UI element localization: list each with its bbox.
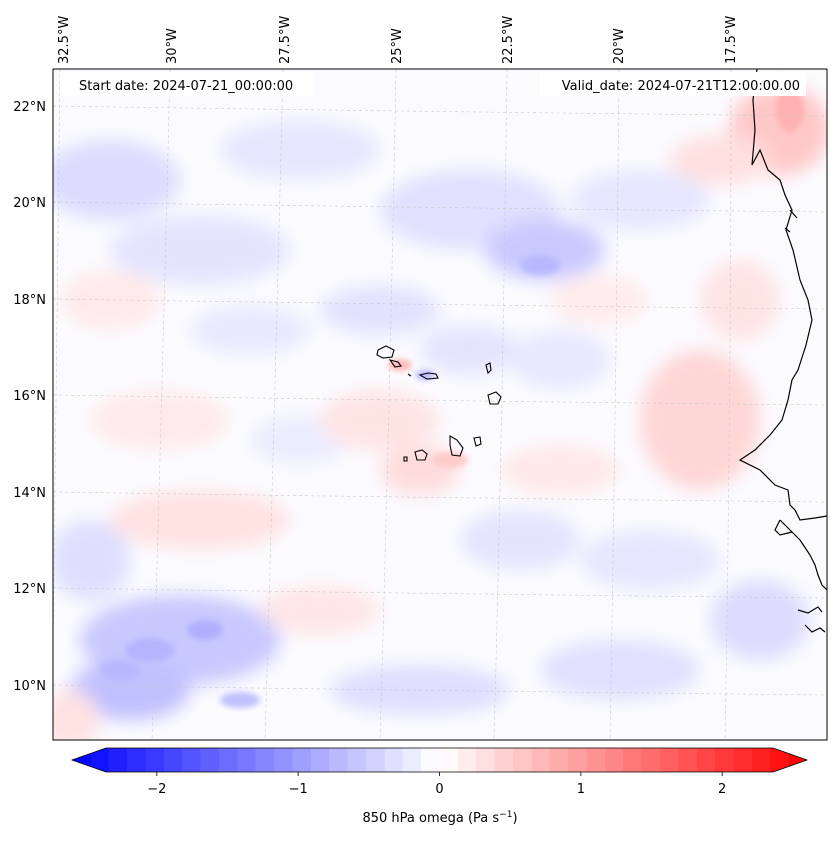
lon-label: 25°W	[390, 28, 405, 64]
lat-label: 10°N	[13, 679, 46, 694]
lat-label: 20°N	[13, 196, 46, 211]
lat-label: 12°N	[13, 582, 46, 597]
lat-label: 14°N	[13, 486, 46, 501]
lat-label: 22°N	[13, 100, 46, 115]
start-date-label: Start date: 2024-07-21_00:00:00	[79, 79, 293, 94]
valid-date-label: Valid_date: 2024-07-21T12:00:00.00	[562, 79, 800, 94]
map-frame	[52, 68, 828, 741]
omega-field	[53, 85, 827, 740]
lon-label: 20°W	[612, 28, 627, 64]
lat-label: 16°N	[13, 389, 46, 404]
map-panel: Start date: 2024-07-21_00:00:00 Valid_da…	[53, 69, 827, 740]
cape-verde-islands	[376, 345, 502, 462]
colorbar: −2 −1 0 1 2 850 hPa omega (Pa s−1)	[70, 747, 809, 826]
lon-label: 27.5°W	[278, 16, 293, 64]
lon-label: 17.5°W	[724, 16, 739, 64]
colorbar-tick-label: −1	[289, 782, 308, 797]
africa-coastline	[738, 69, 827, 521]
colorbar-tick-label: 1	[577, 782, 585, 797]
coastlines	[738, 69, 827, 633]
colorbar-tick-label: −2	[147, 782, 166, 797]
valid-date-box	[540, 72, 806, 96]
lat-label: 18°N	[13, 293, 46, 308]
start-date-box	[60, 72, 314, 96]
colorbar-bar	[70, 747, 809, 773]
colorbar-ticks: −2 −1 0 1 2	[147, 772, 726, 797]
latitude-labels: 22°N 20°N 18°N 16°N 14°N 12°N 10°N	[13, 100, 46, 694]
graticule	[53, 69, 827, 740]
colorbar-label: 850 hPa omega (Pa s−1)	[362, 810, 517, 826]
lon-label: 32.5°W	[57, 16, 72, 64]
lon-label: 30°W	[165, 28, 180, 64]
colorbar-tick-label: 0	[435, 782, 443, 797]
omega-field-fine	[100, 88, 804, 708]
colorbar-tick-label: 2	[718, 782, 726, 797]
longitude-labels: 32.5°W 30°W 27.5°W 25°W 22.5°W 20°W 17.5…	[57, 16, 739, 64]
lon-label: 22.5°W	[501, 16, 516, 64]
